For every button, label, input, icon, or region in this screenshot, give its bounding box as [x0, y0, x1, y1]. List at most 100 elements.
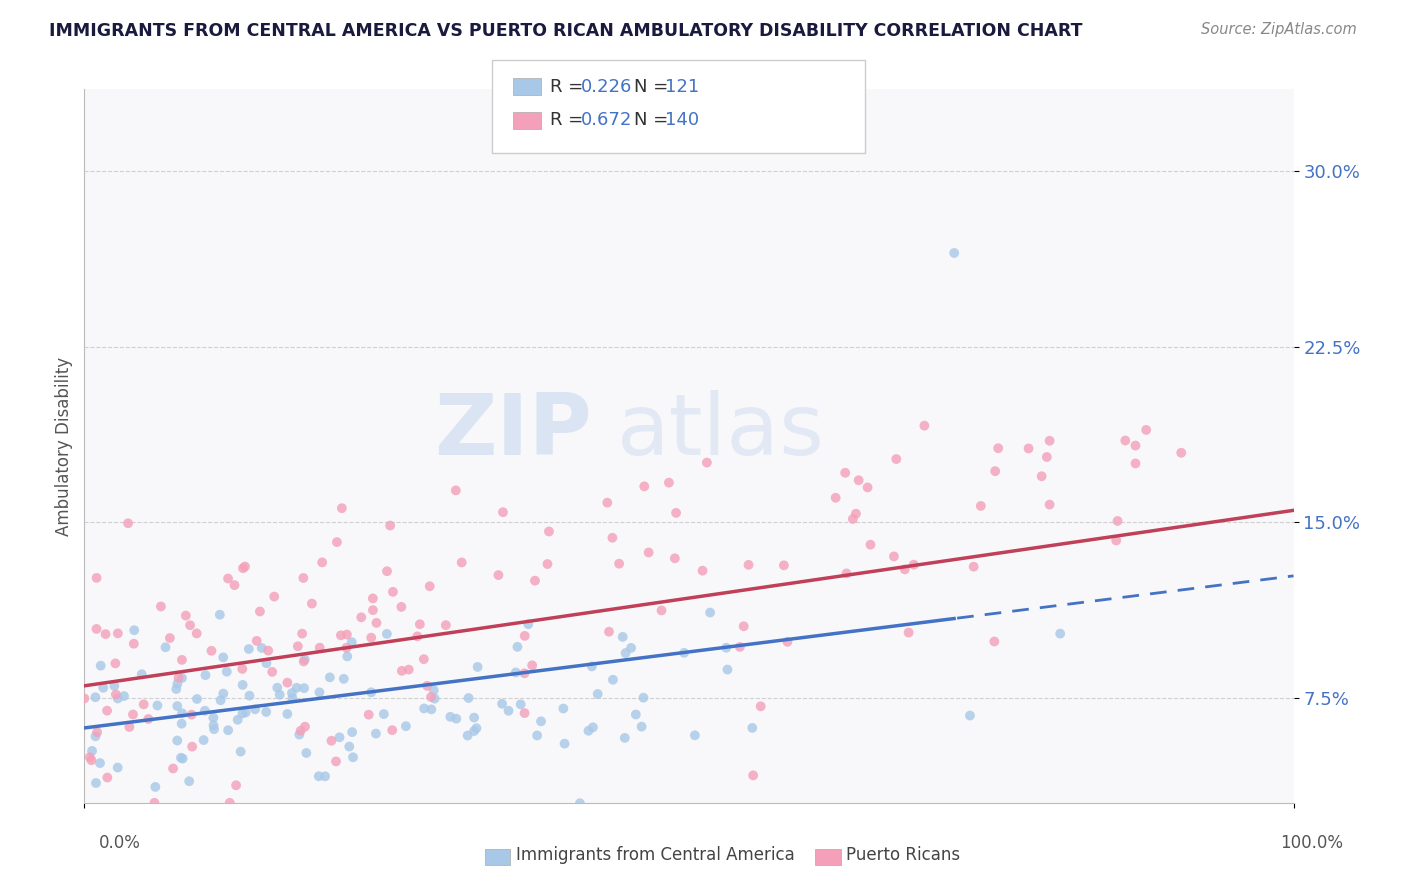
Point: [683, 728, 706, 742]
Point: [943, 246, 966, 260]
Point: [149, 599, 172, 614]
Point: [179, 774, 201, 789]
Point: [513, 706, 536, 720]
Point: [285, 681, 308, 695]
Point: [749, 699, 772, 714]
Point: [107, 691, 129, 706]
Point: [614, 646, 637, 660]
Point: [651, 603, 673, 617]
Point: [166, 733, 188, 747]
Point: [373, 707, 395, 722]
Point: [243, 702, 266, 716]
Point: [91, 681, 114, 695]
Text: N =: N =: [634, 78, 673, 95]
Point: [321, 733, 343, 747]
Point: [86, 725, 108, 739]
Point: [1114, 434, 1136, 448]
Point: [596, 495, 619, 509]
Point: [314, 769, 336, 783]
Point: [883, 549, 905, 564]
Point: [104, 657, 127, 671]
Point: [696, 456, 718, 470]
Point: [1135, 423, 1157, 437]
Point: [276, 706, 298, 721]
Point: [180, 707, 202, 722]
Point: [194, 704, 217, 718]
Point: [513, 666, 536, 681]
Point: [665, 506, 688, 520]
Point: [381, 723, 404, 738]
Point: [231, 706, 253, 721]
Text: R =: R =: [550, 112, 589, 129]
Point: [193, 733, 215, 747]
Point: [167, 671, 190, 685]
Point: [420, 690, 443, 704]
Text: 121: 121: [665, 78, 699, 95]
Point: [266, 681, 288, 695]
Point: [581, 659, 603, 673]
Point: [457, 729, 479, 743]
Point: [202, 711, 225, 725]
Point: [773, 558, 796, 573]
Point: [375, 627, 398, 641]
Point: [231, 662, 253, 676]
Point: [884, 452, 907, 467]
Point: [225, 778, 247, 792]
Point: [716, 663, 738, 677]
Point: [506, 640, 529, 654]
Point: [582, 720, 605, 734]
Point: [586, 687, 609, 701]
Point: [959, 708, 981, 723]
Point: [170, 671, 193, 685]
Point: [212, 687, 235, 701]
Point: [523, 574, 546, 588]
Point: [232, 561, 254, 575]
Point: [292, 655, 315, 669]
Point: [131, 667, 153, 681]
Point: [420, 702, 443, 716]
Point: [269, 688, 291, 702]
Point: [602, 531, 624, 545]
Point: [360, 685, 382, 699]
Text: Puerto Ricans: Puerto Ricans: [846, 847, 960, 864]
Point: [281, 686, 304, 700]
Point: [897, 625, 920, 640]
Point: [530, 714, 553, 729]
Point: [450, 556, 472, 570]
Point: [1125, 439, 1147, 453]
Point: [699, 606, 721, 620]
Point: [578, 723, 600, 738]
Point: [170, 653, 193, 667]
Point: [84, 690, 107, 705]
Point: [692, 564, 714, 578]
Point: [389, 599, 412, 614]
Point: [598, 624, 620, 639]
Point: [174, 608, 197, 623]
Point: [209, 693, 232, 707]
Point: [983, 634, 1005, 648]
Point: [342, 750, 364, 764]
Point: [1038, 498, 1060, 512]
Point: [463, 724, 485, 739]
Point: [391, 664, 413, 678]
Point: [165, 681, 187, 696]
Point: [166, 677, 188, 691]
Point: [848, 473, 870, 487]
Point: [325, 755, 347, 769]
Point: [217, 572, 239, 586]
Point: [143, 780, 166, 794]
Point: [340, 725, 363, 739]
Point: [122, 624, 145, 638]
Point: [340, 635, 363, 649]
Point: [633, 479, 655, 493]
Point: [444, 483, 467, 498]
Point: [118, 720, 141, 734]
Point: [200, 644, 222, 658]
Point: [498, 704, 520, 718]
Point: [90, 658, 112, 673]
Point: [291, 626, 314, 640]
Point: [263, 590, 285, 604]
Point: [186, 692, 208, 706]
Point: [166, 699, 188, 714]
Point: [104, 688, 127, 702]
